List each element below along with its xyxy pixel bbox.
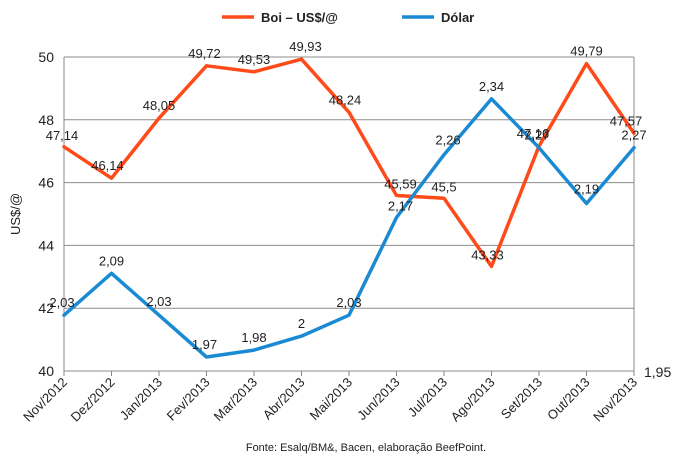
x-tick-label: Nov/2013: [590, 375, 640, 425]
data-label-dolar: 2,19: [574, 182, 599, 197]
x-tick-label: Jul/2013: [405, 375, 450, 420]
legend-label-dolar: Dólar: [441, 10, 474, 25]
x-tick-label: Jan/2013: [117, 375, 165, 423]
data-label-dolar: 2,03: [146, 294, 171, 309]
x-tick-label: Out/2013: [544, 375, 592, 423]
data-label-boi: 47,14: [46, 128, 79, 143]
data-label-dolar: 2,34: [479, 79, 504, 94]
series-line-dolar: [62, 97, 636, 359]
data-label-boi: 45,5: [431, 179, 456, 194]
y-axis-ticks: 40 42 44 46 48 50: [38, 49, 54, 379]
legend-label-boi: Boi – US$/@: [261, 10, 338, 25]
data-label-dolar: 2,27: [524, 128, 549, 143]
data-label-dolar: 2,26: [435, 133, 460, 148]
x-tick-label: Ago/2013: [448, 375, 498, 425]
y-axis-title: US$/@: [8, 193, 23, 235]
legend: Boi – US$/@ Dólar: [222, 10, 474, 25]
data-label-boi: 49,79: [570, 44, 603, 59]
y-tick-label: 40: [38, 363, 54, 379]
x-tick-label: Mai/2013: [307, 375, 355, 423]
x-tick-label: Mar/2013: [211, 375, 260, 424]
data-label-dolar: 2,03: [49, 295, 74, 310]
y-tick-label: 50: [38, 49, 54, 65]
series-line-boi: [62, 57, 636, 269]
data-label-dolar: 1,98: [241, 330, 266, 345]
data-label-boi: 47,16: [517, 126, 550, 141]
y-tick-label: 48: [38, 112, 54, 128]
y-tick-label: 44: [38, 237, 54, 253]
x-tick-label: Set/2013: [498, 375, 545, 422]
data-label-boi: 49,72: [188, 46, 221, 61]
data-label-boi: 46,14: [91, 158, 124, 173]
data-label-dolar: 2,09: [99, 253, 124, 268]
data-label-boi: 49,53: [238, 52, 271, 67]
data-label-boi: 48,24: [329, 92, 362, 107]
y-tick-label: 46: [38, 175, 54, 191]
data-label-dolar: 2,17: [388, 198, 413, 213]
data-label-boi: 48,05: [143, 98, 176, 113]
data-label-dolar: 2: [298, 316, 305, 331]
data-label-boi: 43,33: [471, 247, 504, 262]
source-note: Fonte: Esalq/BM&, Bacen, elaboração Beef…: [246, 442, 486, 454]
x-tick-label: Dez/2012: [68, 375, 118, 425]
data-label-dolar: 1,97: [192, 337, 217, 352]
data-label-dolar: 2,27: [621, 128, 646, 143]
series-lines: [62, 57, 636, 359]
data-label-boi: 45,59: [384, 176, 417, 191]
x-tick-label: Fev/2013: [164, 375, 213, 424]
x-tick-label: Nov/2012: [20, 375, 70, 425]
data-label-boi: 49,93: [289, 39, 322, 54]
data-label-dolar: 2,03: [336, 295, 361, 310]
x-tick-label: Jun/2013: [354, 375, 402, 423]
y2-tick-label: 1,95: [644, 364, 671, 380]
data-labels: 47,14 46,14 48,05 49,72 49,53 49,93 48,24 45,59…: [46, 39, 647, 352]
data-label-boi: 47,57: [610, 113, 643, 128]
x-tick-label: Abr/2013: [260, 375, 308, 423]
y-tick-label: 42: [38, 300, 54, 316]
